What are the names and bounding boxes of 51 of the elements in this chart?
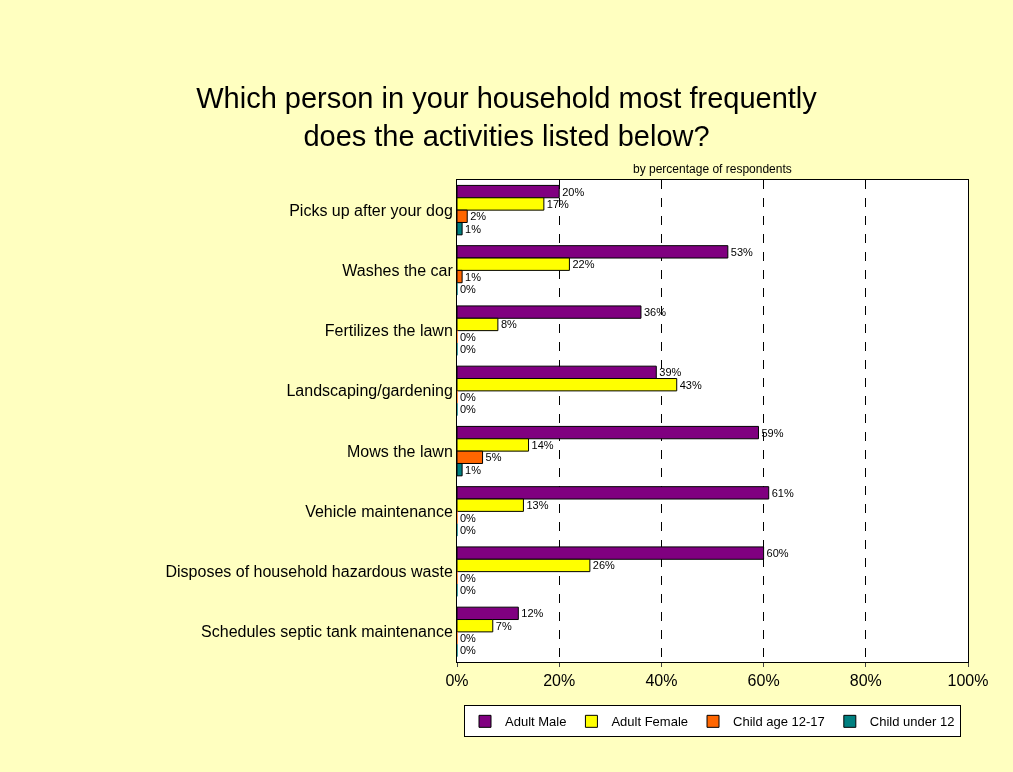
data-label: 13% (526, 499, 549, 512)
x-tick-label: 60% (747, 672, 780, 690)
data-label: 61% (771, 486, 794, 499)
x-tick-label: 80% (849, 672, 882, 690)
legend-label: Adult Male (505, 714, 567, 730)
y-tick-label: Mows the lawn (346, 442, 453, 460)
x-tick-label: 0% (445, 672, 469, 690)
data-label: 53% (730, 245, 754, 258)
y-tick-label: Picks up after your dog (289, 201, 453, 219)
data-label: 39% (659, 366, 682, 379)
data-label: 0% (460, 282, 477, 295)
data-label: 22% (572, 258, 595, 271)
data-label: 1% (465, 222, 482, 235)
data-label: 0% (460, 571, 477, 584)
legend-label: Child age 12-17 (733, 714, 825, 730)
data-label: 7% (495, 619, 512, 632)
data-label: 0% (460, 644, 477, 657)
data-label: 20% (562, 185, 585, 198)
data-label: 5% (485, 451, 502, 464)
data-label: 14% (531, 438, 554, 451)
data-label: 2% (470, 210, 487, 223)
chart-subtitle: by percentage of respondents (633, 162, 792, 176)
data-label: 0% (460, 511, 477, 524)
data-label: 36% (643, 306, 667, 319)
chart-title: Which person in your household most frequently does the activities listed below? (196, 82, 818, 152)
data-label: 0% (460, 343, 477, 356)
data-label: 0% (460, 584, 477, 597)
x-tick-label: 20% (543, 672, 576, 690)
data-label: 43% (679, 378, 702, 391)
y-tick-label: Schedules septic tank maintenance (201, 623, 453, 641)
data-label: 60% (766, 547, 789, 560)
data-label: 59% (761, 426, 784, 439)
data-label: 0% (460, 391, 477, 404)
y-tick-label: Washes the car (342, 261, 454, 279)
data-label: 0% (460, 403, 477, 416)
y-tick-label: Landscaping/gardening (286, 382, 453, 400)
data-label: 26% (592, 559, 616, 572)
data-label: 0% (460, 632, 477, 645)
y-tick-label: Fertilizes the lawn (324, 322, 453, 340)
legend-label: Adult Female (611, 714, 689, 730)
data-label: 12% (521, 607, 544, 620)
data-label: 1% (465, 463, 482, 476)
data-label: 0% (460, 330, 477, 343)
data-label: 8% (500, 318, 517, 331)
y-tick-label: Disposes of household hazardous waste (165, 563, 453, 581)
x-tick-label: 100% (947, 672, 989, 690)
x-tick-label: 40% (645, 672, 678, 690)
data-label: 0% (460, 523, 477, 536)
data-label: 1% (465, 270, 482, 283)
legend-label: Child under 12 (869, 714, 955, 730)
y-tick-label: Vehicle maintenance (305, 502, 453, 520)
